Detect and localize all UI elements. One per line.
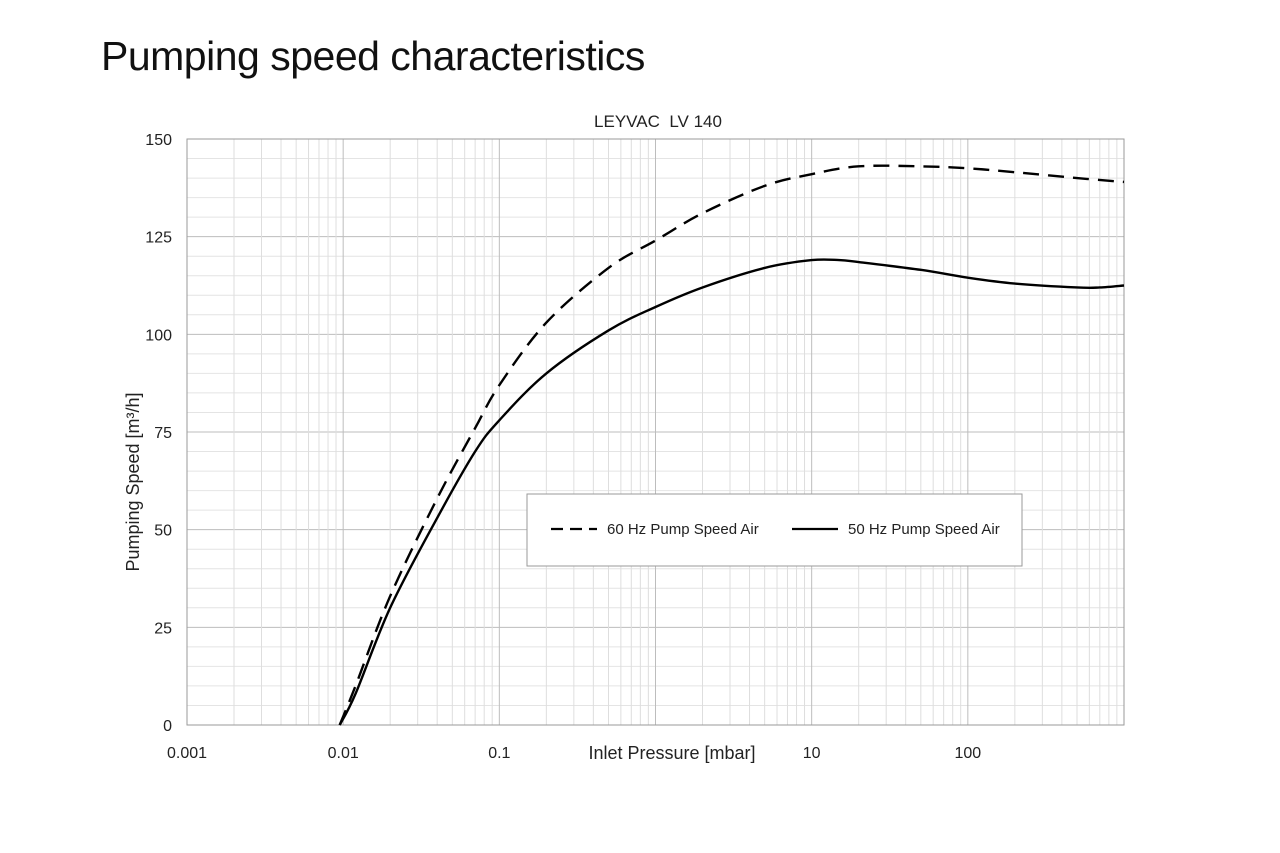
y-tick-label: 150 bbox=[145, 132, 172, 149]
x-tick-label: 10 bbox=[803, 745, 821, 762]
x-tick-label: 0.001 bbox=[167, 745, 207, 762]
y-tick-label: 0 bbox=[163, 718, 172, 735]
y-tick-label: 50 bbox=[154, 523, 172, 540]
plot-frame bbox=[186, 138, 1125, 726]
legend-label-60hz: 60 Hz Pump Speed Air bbox=[607, 521, 759, 538]
x-tick-label: 0.01 bbox=[328, 745, 359, 762]
x-axis-label: Inlet Pressure [mbar] bbox=[588, 743, 755, 763]
y-tick-label: 100 bbox=[145, 327, 172, 344]
series-line-60hz bbox=[338, 164, 1125, 726]
y-tick-label: 125 bbox=[145, 230, 172, 247]
legend-label-50hz: 50 Hz Pump Speed Air bbox=[848, 521, 1000, 538]
y-tick-label: 75 bbox=[154, 425, 172, 442]
legend: 60 Hz Pump Speed Air 50 Hz Pump Speed Ai… bbox=[526, 493, 1023, 567]
legend-box bbox=[526, 493, 1023, 567]
y-tick-label: 25 bbox=[154, 620, 172, 637]
y-axis-label: Pumping Speed [m³/h] bbox=[123, 392, 143, 571]
series-layer bbox=[338, 164, 1125, 726]
x-tick-label: 100 bbox=[954, 745, 981, 762]
tick-labels: 0 25 50 75 100 125 150 0.001 0.01 0.1 10 100 bbox=[145, 132, 981, 762]
page-title: Pumping speed characteristics bbox=[101, 33, 645, 79]
x-tick-label: 0.1 bbox=[488, 745, 510, 762]
chart-title: LEYVAC LV 140 bbox=[594, 112, 722, 131]
grid-layer bbox=[186, 138, 1124, 726]
series-line-50hz bbox=[338, 258, 1125, 726]
